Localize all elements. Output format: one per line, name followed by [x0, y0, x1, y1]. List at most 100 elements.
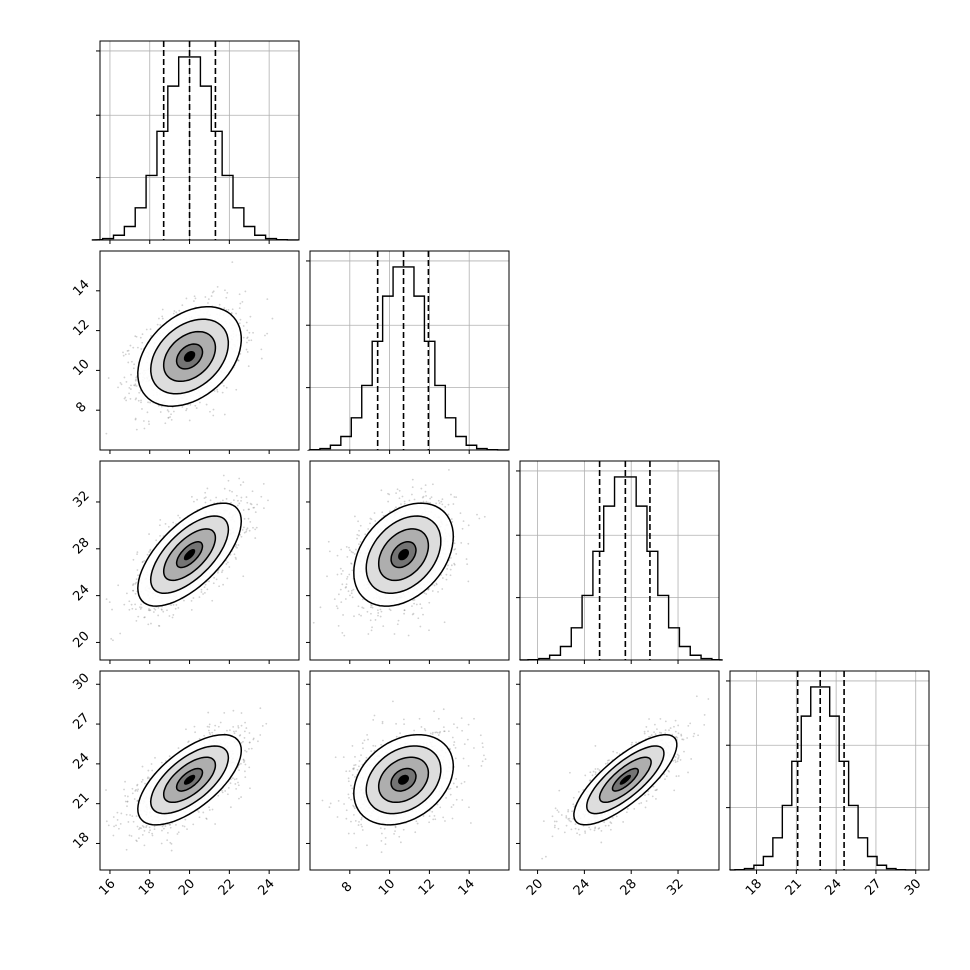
sample-point — [174, 607, 177, 610]
sample-point — [235, 388, 238, 391]
sample-point — [138, 828, 140, 831]
sample-point — [350, 563, 353, 565]
sample-point — [241, 528, 244, 531]
sample-point — [374, 520, 377, 522]
sample-point — [380, 489, 383, 492]
sample-point — [341, 569, 344, 572]
sample-point — [84, 380, 86, 382]
sample-point — [204, 491, 207, 494]
sample-point — [136, 569, 139, 571]
sample-point — [411, 478, 414, 481]
sample-point — [371, 626, 373, 629]
sample-point — [437, 499, 440, 502]
sample-point — [371, 606, 374, 609]
sample-point — [429, 501, 431, 504]
sample-point — [192, 597, 195, 599]
sample-point — [248, 747, 250, 750]
sample-point — [206, 588, 209, 591]
sample-point — [389, 510, 391, 513]
sample-point — [240, 499, 242, 502]
sample-point — [239, 318, 242, 321]
sample-point — [159, 518, 162, 521]
sample-point — [449, 557, 452, 559]
sample-point — [172, 603, 175, 606]
sample-point — [447, 564, 449, 567]
sample-point — [441, 503, 444, 506]
sample-point — [166, 409, 169, 411]
sample-point — [141, 341, 144, 344]
sample-point — [341, 583, 344, 586]
histogram-panel — [516, 460, 723, 661]
sample-point — [454, 548, 457, 550]
sample-point — [262, 482, 265, 485]
sample-point — [370, 612, 372, 615]
sample-point — [333, 598, 336, 601]
sample-point — [217, 794, 220, 797]
sample-point — [455, 553, 458, 555]
sample-point — [367, 528, 370, 530]
sample-point — [190, 495, 193, 498]
sample-point — [135, 378, 137, 381]
sample-point — [466, 563, 469, 566]
sample-point — [403, 609, 406, 612]
sample-point — [134, 608, 137, 611]
sample-point — [228, 566, 231, 568]
sample-point — [140, 348, 143, 350]
sample-point — [438, 502, 441, 505]
sample-point — [128, 608, 131, 611]
sample-point — [349, 594, 351, 597]
sample-point — [139, 336, 142, 339]
sample-point — [203, 591, 206, 594]
sample-point — [366, 610, 369, 613]
sample-point — [134, 603, 137, 606]
sample-point — [266, 332, 269, 335]
sample-point — [131, 792, 134, 795]
sample-point — [208, 580, 210, 583]
sample-point — [421, 496, 424, 499]
panel-content — [312, 468, 486, 637]
sample-point — [134, 379, 137, 382]
sample-point — [128, 392, 130, 395]
sample-point — [124, 353, 127, 356]
sample-point — [356, 537, 358, 540]
sample-point — [449, 574, 452, 577]
scatter-panel — [306, 460, 510, 664]
sample-point — [245, 348, 248, 351]
sample-point — [147, 609, 150, 612]
sample-point — [136, 551, 139, 554]
sample-point — [249, 520, 252, 523]
sample-point — [127, 349, 130, 352]
sample-point — [240, 496, 243, 499]
sample-point — [341, 631, 344, 634]
sample-point — [422, 500, 425, 503]
sample-point — [140, 603, 142, 606]
sample-point — [211, 731, 214, 734]
density-contour — [390, 541, 417, 569]
sample-point — [420, 487, 423, 490]
sample-point — [370, 518, 373, 521]
sample-point — [169, 826, 172, 829]
sample-point — [440, 500, 443, 503]
sample-point — [161, 829, 163, 832]
sample-point — [131, 607, 134, 610]
sample-point — [238, 307, 241, 309]
sample-point — [377, 612, 380, 614]
sample-point — [208, 726, 211, 728]
sample-point — [161, 317, 164, 320]
sample-point — [105, 598, 108, 601]
sample-point — [344, 586, 347, 589]
sample-point — [212, 290, 215, 293]
sample-point — [361, 606, 364, 609]
sample-point — [140, 399, 142, 402]
sample-point — [203, 497, 206, 500]
sample-point — [171, 616, 174, 619]
sample-point — [143, 844, 146, 847]
sample-point — [206, 487, 209, 490]
sample-point — [213, 390, 216, 392]
sample-point — [420, 607, 423, 609]
sample-point — [243, 759, 246, 762]
panel-content — [84, 261, 274, 450]
sample-point — [126, 350, 129, 352]
sample-point — [134, 592, 137, 595]
